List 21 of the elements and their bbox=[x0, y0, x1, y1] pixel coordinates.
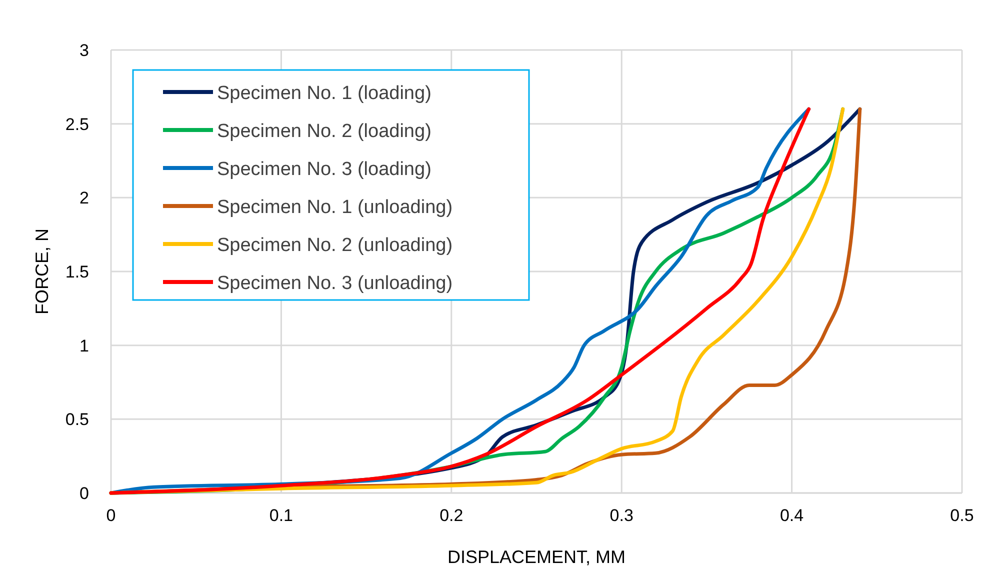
legend-label: Specimen No. 2 (unloading) bbox=[217, 235, 453, 256]
legend-label: Specimen No. 3 (loading) bbox=[217, 159, 432, 180]
x-tick-label: 0.1 bbox=[269, 506, 294, 525]
y-tick-label: 1.5 bbox=[65, 262, 89, 282]
y-tick-label: 2.5 bbox=[65, 114, 89, 134]
legend-label: Specimen No. 1 (unloading) bbox=[217, 197, 453, 218]
y-axis-title: FORCE, N bbox=[32, 228, 52, 315]
y-tick-label: 1 bbox=[80, 336, 89, 356]
x-tick-label: 0.2 bbox=[440, 506, 464, 525]
x-tick-label: 0.3 bbox=[610, 506, 634, 525]
x-tick-label: 0 bbox=[106, 506, 116, 525]
legend-label: Specimen No. 1 (loading) bbox=[217, 83, 432, 104]
legend-label: Specimen No. 2 (loading) bbox=[217, 121, 432, 142]
y-tick-label: 3 bbox=[80, 41, 89, 60]
x-axis-title: DISPLACEMENT, MM bbox=[447, 547, 626, 567]
legend-label: Specimen No. 3 (unloading) bbox=[217, 273, 453, 294]
y-tick-label: 2 bbox=[80, 188, 89, 208]
x-tick-label: 0.5 bbox=[950, 506, 974, 525]
y-tick-label: 0 bbox=[80, 484, 89, 503]
x-tick-label: 0.4 bbox=[780, 506, 804, 525]
y-tick-label: 0.5 bbox=[65, 410, 89, 430]
